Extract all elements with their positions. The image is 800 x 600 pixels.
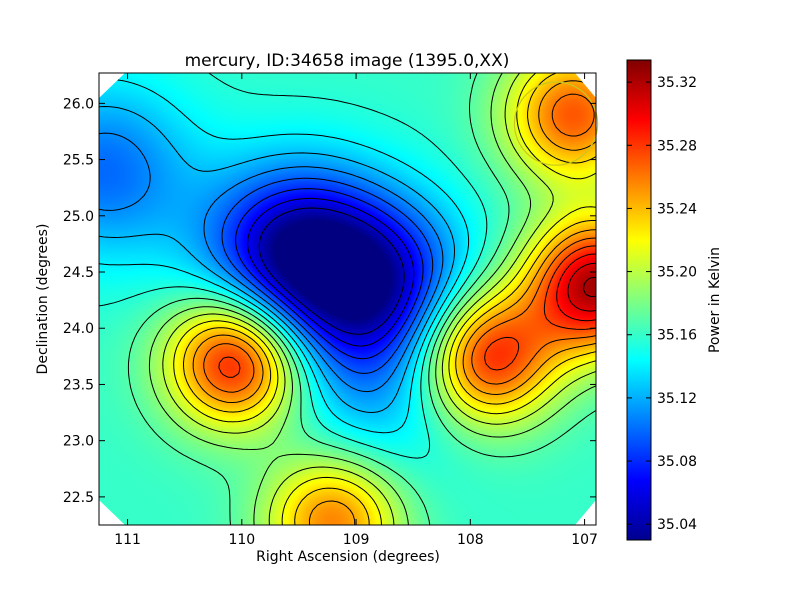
y-tick-label: 22.5 <box>63 490 94 506</box>
contour-line <box>258 207 405 335</box>
contour-line <box>235 188 424 360</box>
colorbar-tick-label: 35.08 <box>657 454 697 470</box>
colorbar-tick-label: 35.24 <box>657 201 697 217</box>
contour-line <box>567 262 596 312</box>
contour-line <box>218 245 596 378</box>
x-tick-label: 108 <box>457 532 484 548</box>
y-axis-label: Declination (degrees) <box>35 224 51 375</box>
y-tick-label: 26.0 <box>63 96 94 112</box>
colorbar-tick-label: 35.20 <box>657 265 697 281</box>
contour-line <box>99 106 455 413</box>
colorbar-tick-label: 35.32 <box>657 75 697 91</box>
contour-line <box>148 73 596 525</box>
colorbar-gradient <box>626 59 652 541</box>
colorbar-tick-label: 35.16 <box>657 328 697 344</box>
y-tick-label: 25.0 <box>63 209 94 225</box>
contour-line <box>99 132 444 393</box>
contour-line <box>173 73 596 525</box>
contour-line <box>556 253 596 322</box>
y-axis: 22.5 23.0 23.5 24.0 24.5 25.0 25.5 26.0 <box>63 96 596 506</box>
contour-line <box>247 197 415 347</box>
colorbar-label: Power in Kelvin <box>707 247 723 353</box>
colorbar-tick-label: 35.12 <box>657 391 697 407</box>
contour-lines <box>99 73 596 525</box>
contour-line <box>127 73 596 525</box>
beam-circle <box>513 81 599 166</box>
y-tick-label: 24.0 <box>63 321 94 337</box>
colorbar-tick-label: 35.04 <box>657 517 697 533</box>
contour-line <box>99 73 488 459</box>
chart-title: mercury, ID:34658 image (1395.0,XX) <box>185 51 510 71</box>
x-axis-label: Right Ascension (degrees) <box>256 549 440 565</box>
contour-line <box>183 73 596 525</box>
x-tick-label: 107 <box>571 532 598 548</box>
contour-line <box>162 73 596 525</box>
x-tick-label: 109 <box>343 532 370 548</box>
x-tick-label: 111 <box>114 532 141 548</box>
contour-line <box>203 93 596 393</box>
colorbar-tick-label: 35.28 <box>657 138 697 154</box>
contour-line <box>583 277 596 298</box>
colorbar: 35.04 35.08 35.12 35.16 35.20 35.24 35.28 35.32… <box>626 59 723 541</box>
plot-frame <box>98 72 597 526</box>
heatmap-image <box>99 73 596 525</box>
plot-area: 111 110 109 108 107 22.5 23.0 23.5 24.0 24.5 25.0… <box>63 72 599 548</box>
colorbar-ticks: 35.04 35.08 35.12 35.16 35.20 35.24 35.28 35.32 <box>627 75 697 533</box>
x-axis: 111 110 109 108 107 <box>114 73 598 548</box>
x-tick-label: 110 <box>228 532 255 548</box>
y-tick-label: 23.5 <box>63 377 94 393</box>
contour-line <box>221 177 434 374</box>
y-tick-label: 23.0 <box>63 434 94 450</box>
y-tick-label: 24.5 <box>63 265 94 281</box>
y-tick-label: 25.5 <box>63 153 94 169</box>
